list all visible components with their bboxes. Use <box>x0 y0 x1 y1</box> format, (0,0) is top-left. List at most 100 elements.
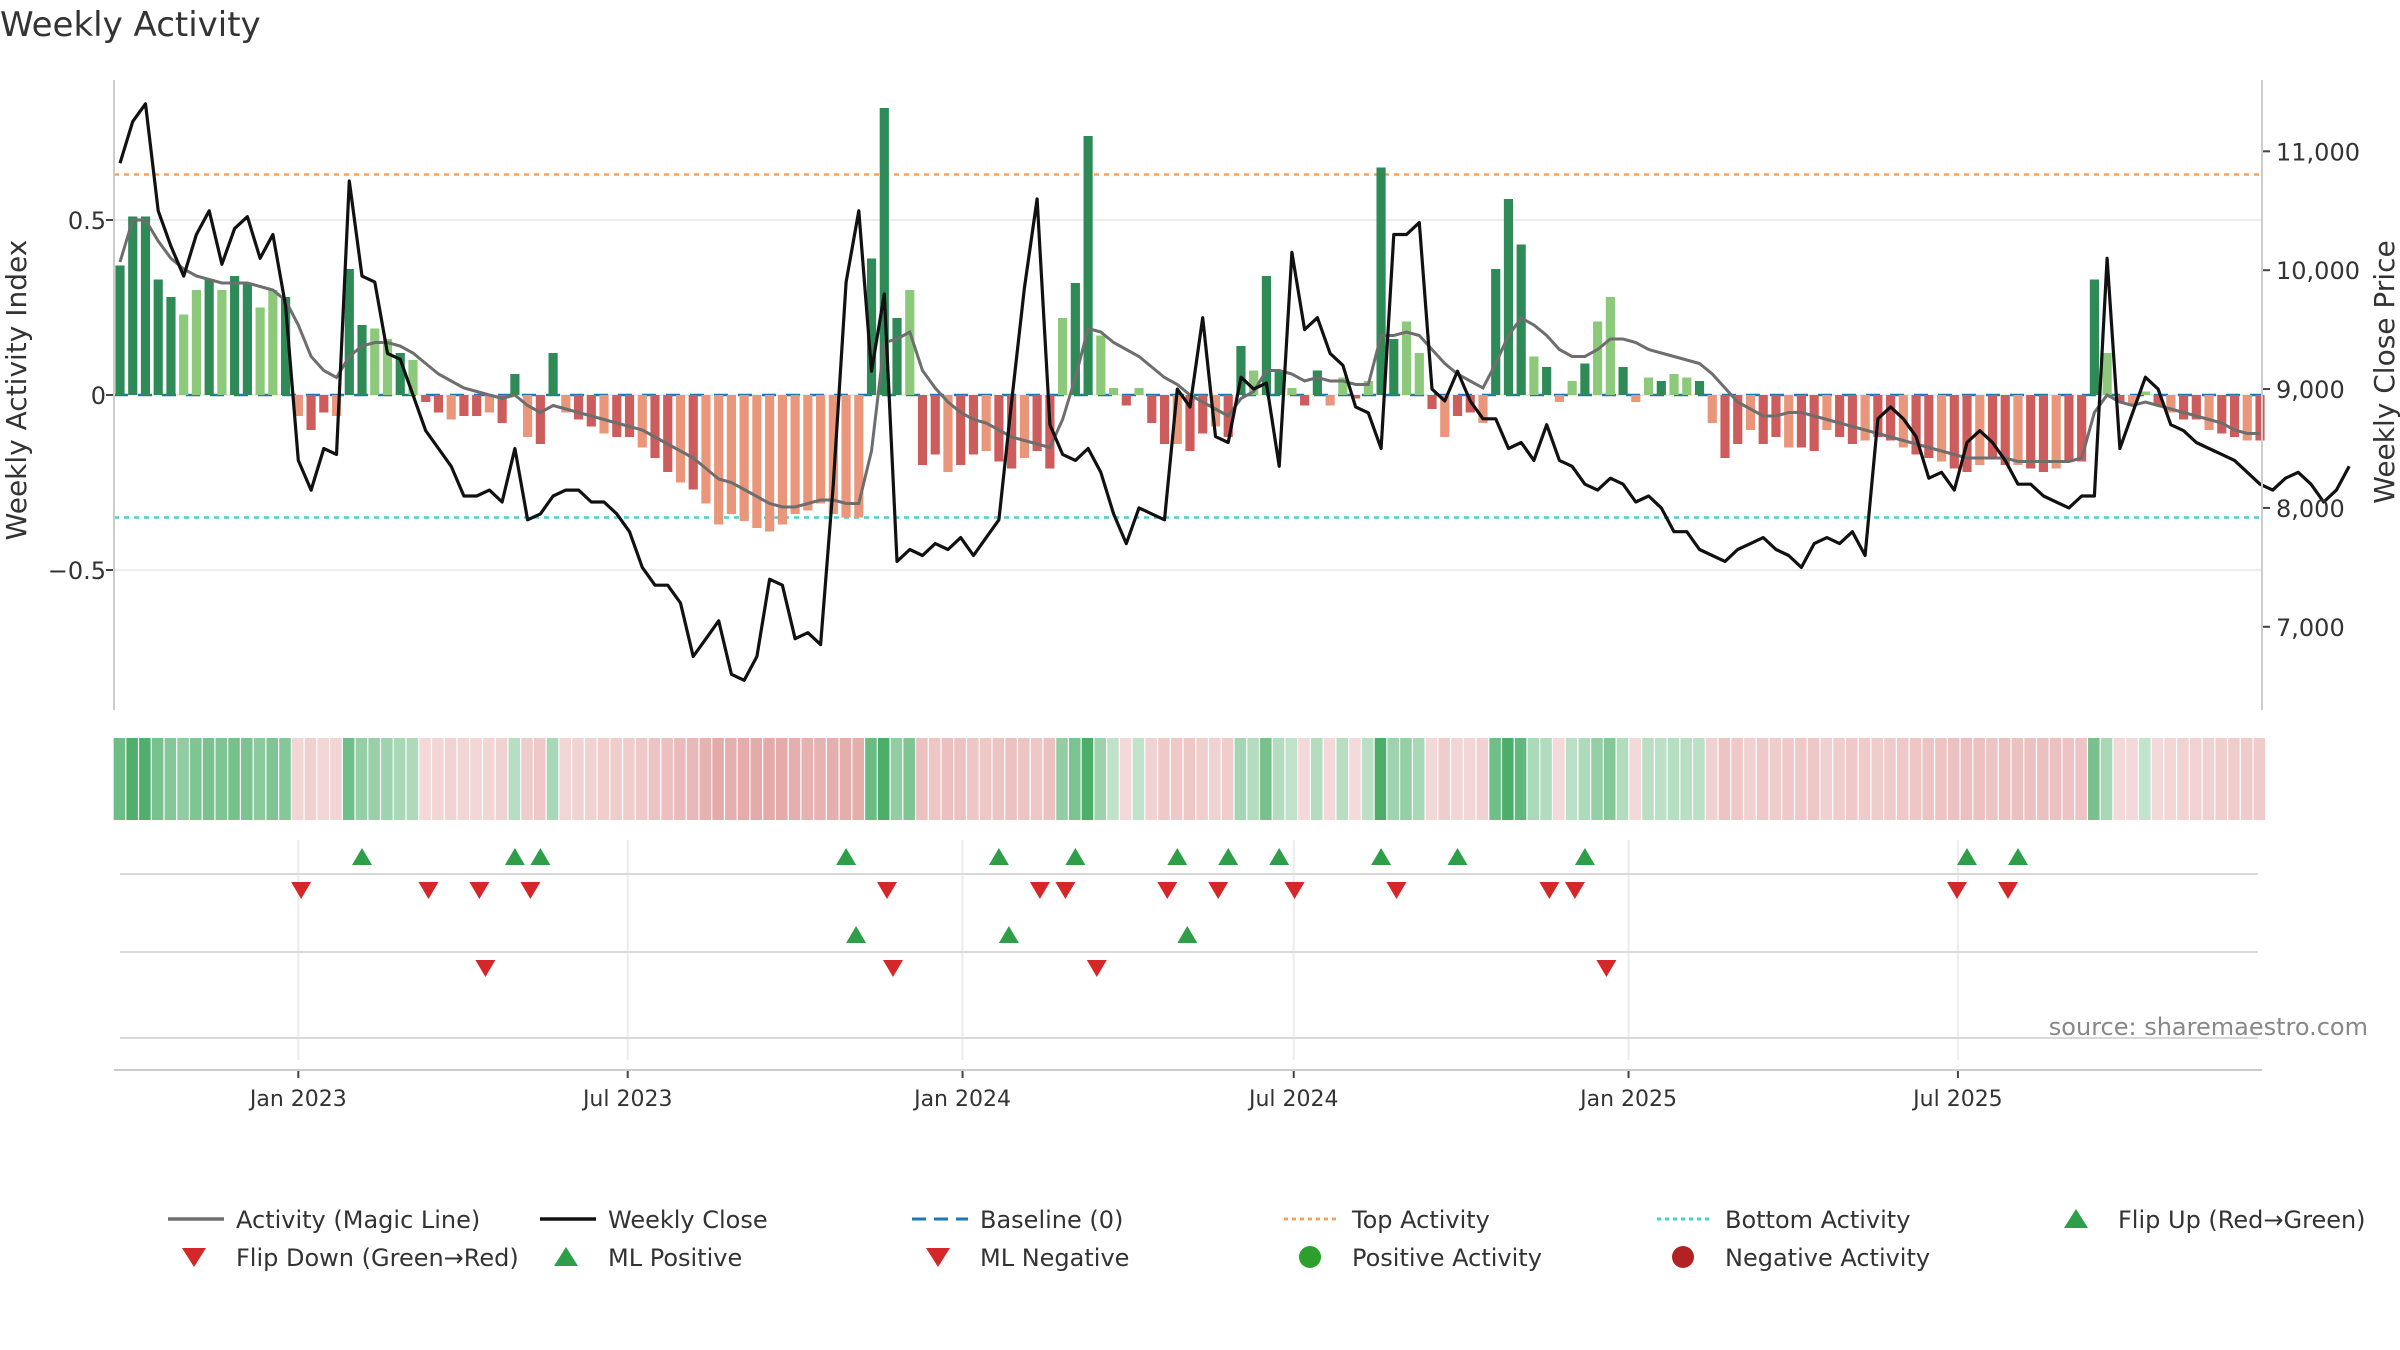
heat-strip-cell <box>2113 738 2126 820</box>
heat-strip-cell <box>1884 738 1896 820</box>
activity-bar <box>2242 395 2252 441</box>
legend-swatch <box>926 1248 950 1267</box>
heat-strip-cell <box>2138 738 2151 820</box>
heat-strip-cell <box>355 738 368 820</box>
flip-up-marker <box>1957 848 1977 865</box>
flip-up-marker <box>1065 848 1086 865</box>
activity-bar <box>217 290 227 395</box>
heat-strip-cell <box>1463 738 1476 820</box>
activity-bar <box>1605 297 1615 395</box>
heat-strip-cell <box>215 738 228 820</box>
activity-bar <box>2077 395 2087 462</box>
y-right-tick-label: 7,000 <box>2276 614 2345 642</box>
activity-bar <box>1185 395 1195 451</box>
heat-strip-cell <box>1858 738 1871 820</box>
heat-strip-cell <box>1718 738 1731 820</box>
activity-bar <box>624 395 635 437</box>
legend-label: Positive Activity <box>1352 1244 1542 1272</box>
heat-strip-cell <box>1960 738 1973 820</box>
flip-down-marker <box>520 882 541 899</box>
activity-bar <box>968 395 979 455</box>
heat-strip-cell <box>928 738 941 820</box>
heat-strip-cell <box>1285 738 1298 820</box>
activity-bar <box>1261 276 1272 395</box>
activity-bar <box>1070 283 1080 395</box>
legend-label: Activity (Magic Line) <box>236 1206 480 1234</box>
legend-label: Baseline (0) <box>980 1206 1123 1234</box>
heat-strip-cell <box>1412 738 1425 820</box>
activity-heat-strip <box>113 738 2266 820</box>
activity-bar <box>739 395 749 521</box>
activity-bar <box>1835 395 1845 437</box>
activity-bar <box>2038 395 2049 472</box>
heat-strip-cell <box>1693 738 1705 820</box>
activity-bar <box>433 395 444 413</box>
flip-down-marker <box>1208 882 1229 899</box>
heat-strip-cell <box>1680 738 1692 820</box>
flip-up-marker <box>504 848 525 865</box>
heat-strip-cell <box>1272 738 1285 820</box>
heat-strip-cell <box>1846 738 1858 820</box>
activity-bar <box>650 395 660 458</box>
activity-bar <box>892 318 902 395</box>
heat-strip-cell <box>1158 738 1170 820</box>
y-right-tick-label: 8,000 <box>2276 495 2345 523</box>
heat-strip-cell <box>1654 738 1667 820</box>
heat-strip-cell <box>699 738 712 820</box>
heat-strip-cell <box>903 738 915 820</box>
heat-strip-cell <box>1183 738 1196 820</box>
y-right-tick-label: 11,000 <box>2276 138 2360 166</box>
activity-bar <box>2255 395 2265 441</box>
heat-strip-cell <box>801 738 814 820</box>
flip-up-marker <box>1574 848 1595 865</box>
heat-strip-cell <box>1833 738 1845 820</box>
activity-bar <box>1720 395 1730 458</box>
heat-strip-cell <box>533 738 546 820</box>
activity-bar <box>1007 395 1017 469</box>
activity-bar <box>523 395 533 437</box>
heat-strip-cell <box>330 738 342 820</box>
activity-bar <box>637 395 647 448</box>
activity-bar <box>140 216 151 395</box>
heat-strip-cell <box>393 738 406 820</box>
heat-strip-cell <box>1565 738 1578 820</box>
activity-bar <box>1376 167 1386 395</box>
heat-strip-cell <box>1030 738 1043 820</box>
flip-down-marker <box>1386 882 1407 899</box>
heat-strip-cell <box>814 738 826 820</box>
activity-bar <box>1593 321 1603 395</box>
heat-strip-cell <box>113 738 126 820</box>
activity-bar <box>2153 395 2163 406</box>
heat-strip-cell <box>776 738 788 820</box>
heat-strip-cell <box>2037 738 2049 820</box>
heat-strip-cell <box>342 738 355 820</box>
activity-bar <box>561 395 571 413</box>
activity-bar <box>841 395 851 518</box>
heat-strip-cell <box>2164 738 2177 820</box>
heat-strip-cell <box>916 738 928 820</box>
activity-bar <box>2013 395 2023 465</box>
activity-bar <box>1911 395 1921 455</box>
flip-up-marker <box>1218 848 1239 865</box>
heat-strip-cell <box>432 738 444 820</box>
flip-up-marker <box>352 848 372 865</box>
flip-down-marker <box>877 882 897 899</box>
heat-strip-cell <box>1909 738 1922 820</box>
heat-strip-cell <box>941 738 954 820</box>
flip-up-marker <box>1371 848 1392 865</box>
activity-bar <box>357 325 367 395</box>
activity-bar <box>765 395 775 532</box>
heat-strip-cell <box>1603 738 1616 820</box>
heat-strip-cell <box>1744 738 1756 820</box>
heat-strip-cell <box>253 738 266 820</box>
heat-strip-cell <box>584 738 597 820</box>
activity-bar <box>905 290 915 395</box>
activity-bar <box>421 395 431 402</box>
x-tick-label: Jan 2024 <box>912 1087 1011 1112</box>
activity-bar <box>573 395 584 420</box>
activity-bar <box>497 395 507 423</box>
heat-strip-cell <box>521 738 533 820</box>
activity-bar <box>1936 395 1947 462</box>
activity-bar <box>1338 377 1348 395</box>
activity-bar <box>1440 395 1450 437</box>
